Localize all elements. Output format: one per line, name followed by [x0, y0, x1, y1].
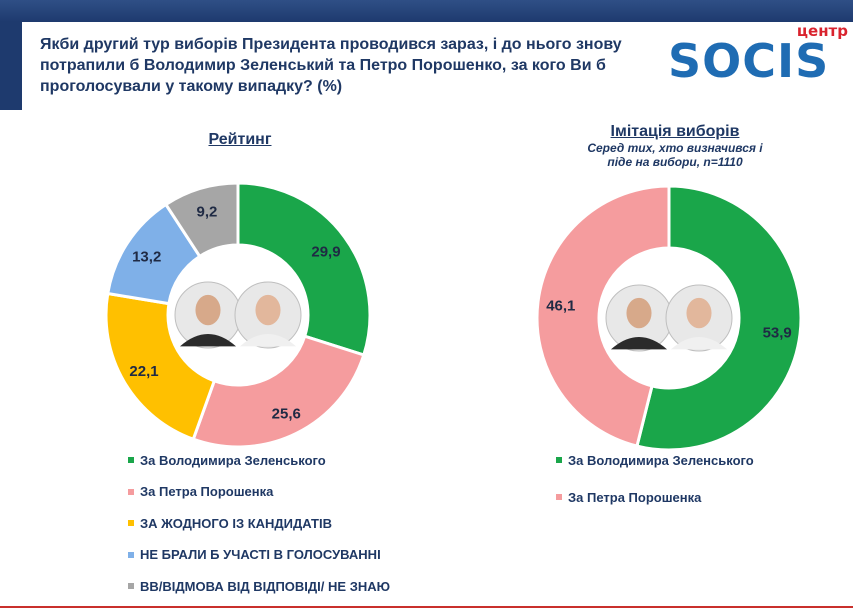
legend-item: ВВ/ВІДМОВА ВІД ВІДПОВІДІ/ НЕ ЗНАЮ — [128, 578, 390, 594]
top-banner — [0, 0, 853, 22]
slice-value-label: 22,1 — [129, 363, 158, 380]
socis-logo: центр SOCIS — [668, 18, 848, 88]
legend-item: ЗА ЖОДНОГО ІЗ КАНДИДАТІВ — [128, 515, 390, 531]
bottom-accent-line — [0, 606, 853, 608]
legend-label: За Володимира Зеленського — [140, 452, 326, 468]
legend-swatch — [556, 457, 562, 463]
photo-poroshenko — [665, 284, 733, 352]
legend-label: За Петра Порошенка — [140, 484, 274, 499]
page-title: Якби другий тур виборів Президента прово… — [40, 36, 622, 95]
legend-item: За Володимира Зеленського — [128, 452, 390, 468]
photo-poroshenko — [234, 281, 302, 349]
legend-label: ЗА ЖОДНОГО ІЗ КАНДИДАТІВ — [140, 515, 332, 531]
donut-slice — [635, 184, 803, 452]
donut-slice — [104, 291, 217, 442]
chart-2-title: Імітація виборів — [610, 123, 740, 140]
legend-item: За Петра Порошенка — [128, 484, 390, 500]
legend-item: За Петра Порошенка — [556, 489, 754, 505]
logo-small-text: центр — [796, 22, 848, 40]
slice-value-label: 53,9 — [763, 324, 792, 341]
slice-value-label: 25,6 — [272, 406, 301, 423]
chart-2-subtitle: Серед тих, хто визначився і піде на вибо… — [587, 141, 763, 169]
legend-swatch — [128, 520, 134, 526]
donut-slice — [191, 334, 366, 449]
legend-item: За Володимира Зеленського — [556, 452, 754, 468]
slice-value-label: 29,9 — [311, 244, 340, 261]
left-accent-bar — [0, 22, 22, 110]
legend-simulation: За Володимира Зеленського За Петра Пороше… — [556, 452, 754, 526]
slice-value-label: 9,2 — [197, 204, 218, 221]
donut-chart-simulation: 53,9 46,1 — [535, 184, 803, 452]
photo-zelensky — [174, 281, 242, 349]
legend-swatch — [128, 551, 134, 558]
chart-1-title: Рейтинг — [208, 131, 272, 148]
legend-swatch — [128, 457, 134, 463]
slice-value-label: 46,1 — [546, 298, 575, 315]
legend-swatch — [556, 494, 562, 500]
photo-zelensky — [605, 284, 673, 352]
legend-label: ВВ/ВІДМОВА ВІД ВІДПОВІДІ/ НЕ ЗНАЮ — [140, 578, 391, 594]
donut-slice — [236, 181, 372, 357]
legend-label: За Володимира Зеленського — [568, 452, 754, 468]
donut-chart-rating: 29,9 25,6 22,1 13,2 9,2 — [104, 181, 372, 449]
legend-label: НЕ БРАЛИ Б УЧАСТІ В ГОЛОСУВАННІ — [140, 547, 381, 562]
legend-rating: За Володимира Зеленського За Петра Пороше… — [128, 452, 390, 610]
slice-value-label: 13,2 — [132, 248, 161, 265]
donut-slice — [163, 181, 240, 259]
logo-big-text: SOCIS — [668, 34, 830, 88]
legend-swatch — [128, 583, 134, 589]
donut-slice — [535, 184, 671, 448]
legend-swatch — [128, 488, 134, 495]
legend-label: За Петра Порошенка — [568, 489, 702, 505]
legend-item: НЕ БРАЛИ Б УЧАСТІ В ГОЛОСУВАННІ — [128, 547, 390, 563]
